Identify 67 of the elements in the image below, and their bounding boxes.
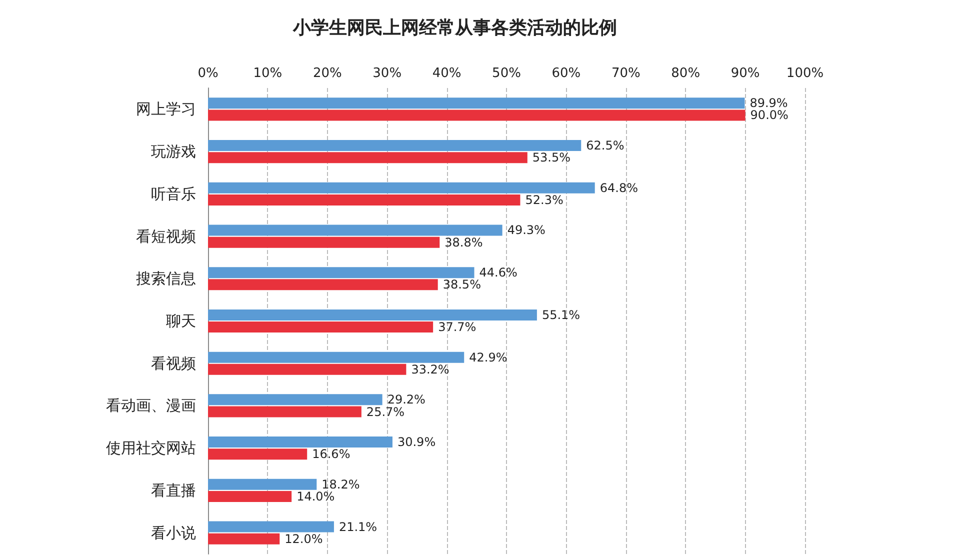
- data-label: 53.5%: [532, 150, 571, 165]
- bar: [208, 394, 382, 406]
- bar: [208, 182, 595, 194]
- data-label: 21.1%: [338, 520, 378, 534]
- bar: [208, 140, 582, 151]
- bar: [208, 478, 317, 490]
- x-tick-label: 90%: [730, 66, 760, 81]
- x-tick-label: 10%: [253, 66, 282, 81]
- y-tick-label: 看小说: [151, 524, 196, 542]
- y-tick-label: 搜索信息: [136, 270, 196, 288]
- y-tick-label: 聊天: [166, 312, 196, 330]
- bar: [208, 236, 440, 248]
- data-label: 38.8%: [444, 235, 483, 250]
- x-tick-label: 80%: [671, 66, 700, 81]
- bar: [208, 364, 406, 375]
- bar: [208, 491, 292, 502]
- x-tick-label: 70%: [611, 66, 640, 81]
- y-tick-label: 听音乐: [151, 184, 196, 203]
- x-tick-label: 30%: [372, 66, 402, 81]
- y-tick-label: 使用社交网站: [106, 439, 196, 458]
- bar: [208, 352, 464, 363]
- bar: [208, 224, 502, 236]
- bar: [208, 322, 434, 333]
- data-label: 30.9%: [397, 435, 436, 450]
- y-tick-label: 玩游戏: [151, 142, 196, 161]
- bar: [208, 533, 280, 544]
- bar: [208, 406, 362, 418]
- x-tick-label: 40%: [432, 66, 462, 81]
- y-tick-label: 看视频: [151, 354, 196, 372]
- data-label: 12.0%: [284, 532, 323, 546]
- x-tick-label: 0%: [198, 66, 218, 81]
- bar: [208, 448, 308, 460]
- chart-title: 小学生网民上网经常从事各类活动的比例: [292, 18, 617, 38]
- data-label: 49.3%: [507, 223, 546, 238]
- data-label: 16.6%: [312, 447, 350, 462]
- bar: [208, 267, 474, 278]
- x-tick-label: 60%: [552, 66, 581, 81]
- data-label: 38.5%: [442, 278, 481, 292]
- data-label: 42.9%: [469, 350, 508, 364]
- data-label: 18.2%: [322, 477, 360, 492]
- data-label: 90.0%: [750, 108, 788, 122]
- data-label: 44.6%: [479, 266, 518, 280]
- data-label: 52.3%: [525, 192, 564, 207]
- data-label: 14.0%: [296, 490, 335, 504]
- y-tick-label: 看动画、漫画: [106, 396, 196, 415]
- bar: [208, 98, 745, 109]
- data-label: 37.7%: [438, 320, 476, 334]
- data-label: 55.1%: [542, 308, 580, 322]
- bar: [208, 110, 746, 121]
- y-tick-label: 看直播: [151, 481, 196, 500]
- data-label: 25.7%: [366, 404, 405, 419]
- y-tick-label: 看短视频: [136, 227, 196, 246]
- bar: [208, 194, 520, 206]
- bar: [208, 436, 392, 448]
- data-label: 64.8%: [600, 180, 638, 195]
- bar: [208, 152, 528, 164]
- data-label: 29.2%: [387, 392, 426, 407]
- bar: [208, 279, 438, 290]
- bar: [208, 521, 334, 532]
- data-label: 33.2%: [411, 362, 450, 376]
- x-tick-label: 100%: [786, 66, 824, 81]
- y-tick-label: 网上学习: [136, 100, 196, 118]
- data-label: 62.5%: [586, 138, 624, 152]
- bar: [208, 309, 537, 320]
- data-label: 89.9%: [750, 96, 788, 110]
- x-tick-label: 50%: [492, 66, 521, 81]
- x-tick-label: 20%: [312, 66, 342, 81]
